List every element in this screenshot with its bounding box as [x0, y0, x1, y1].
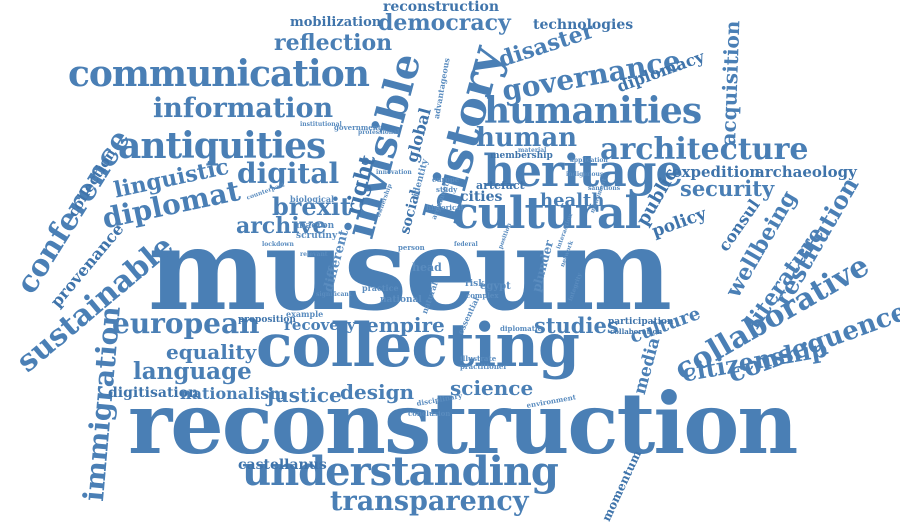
word-european: european: [112, 307, 260, 340]
word-cities: cities: [460, 189, 503, 205]
word-material: material: [518, 147, 547, 154]
word-illustrate: illustrate: [460, 354, 497, 363]
word-communication: communication: [68, 53, 370, 95]
word-architecture: architecture: [600, 132, 809, 167]
word-acquisition: acquisition: [716, 20, 745, 146]
word-application: application: [570, 157, 608, 164]
word-studies: studies: [534, 313, 619, 338]
word-participation: participation: [608, 317, 674, 327]
word-language: language: [133, 358, 252, 385]
word-relevant: relevant: [300, 251, 328, 258]
word-significant: significant: [316, 291, 352, 298]
word-mobilization: mobilization: [290, 15, 382, 30]
word-sanctions: sanctions: [588, 185, 621, 192]
word-nationalism: nationalism: [180, 384, 287, 403]
word-human: human: [476, 123, 578, 153]
word-complex: complex: [466, 291, 499, 300]
word-study: study: [436, 185, 458, 194]
word-castellanus: castellanus: [238, 457, 327, 473]
word-head: head: [412, 261, 442, 274]
word-humanities: humanities: [484, 90, 702, 132]
word-risk: risk: [465, 279, 485, 289]
word-institutional: institutional: [300, 121, 342, 128]
word-brexit: brexit: [272, 192, 352, 221]
word-recovery: recovery: [284, 316, 356, 334]
word-expedition: expedition: [672, 163, 761, 181]
word-cultural: cultural: [452, 188, 641, 239]
word-reconstruction-small: reconstruction: [383, 0, 500, 15]
word-professional: professional: [358, 129, 400, 136]
word-proposition: proposition: [238, 315, 296, 325]
word-federal: federal: [454, 241, 478, 248]
word-empire: empire: [366, 313, 445, 337]
word-design: design: [340, 380, 415, 404]
word-historical: historical: [426, 203, 464, 212]
word-collecting: collecting: [256, 311, 580, 381]
word-antiquities: antiquities: [118, 125, 326, 167]
word-innovation: innovation: [376, 169, 412, 176]
word-reflection: reflection: [274, 30, 393, 56]
word-scrutiny: scrutiny: [296, 231, 338, 241]
word-equality: equality: [166, 340, 257, 364]
word-transparency: transparency: [330, 486, 529, 517]
word-indigenous: indigenous: [566, 171, 604, 178]
word-justice: justice: [267, 383, 342, 407]
word-practitioner: practitioner: [460, 362, 508, 371]
word-example: example: [286, 309, 324, 319]
word-democracy: democracy: [378, 10, 511, 36]
word-archaeology: archaeology: [755, 163, 857, 181]
word-museum: museum: [148, 205, 672, 336]
word-reconstruction: reconstruction: [128, 374, 798, 473]
word-archive: archive: [236, 213, 327, 239]
word-conclusion: conclusion: [408, 409, 451, 418]
word-person: person: [398, 243, 425, 252]
word-science: science: [450, 376, 534, 400]
word-understanding: understanding: [242, 448, 559, 495]
word-diplomatic: diplomatic: [500, 324, 542, 333]
word-biological: biological: [290, 194, 335, 204]
word-heritage: heritage: [483, 146, 683, 197]
word-government: government: [334, 123, 382, 132]
word-lockdown: lockdown: [262, 241, 294, 248]
word-national: national: [380, 295, 422, 305]
word-digitisation: digitisation: [108, 385, 199, 401]
word-digital: digital: [237, 157, 340, 190]
word-membership: membership: [490, 151, 553, 161]
word-egypt: egypt: [480, 281, 511, 292]
word-technologies: technologies: [533, 17, 634, 33]
word-security: security: [680, 176, 775, 201]
word-europe: europe: [432, 175, 460, 184]
word-health: health: [540, 190, 605, 211]
word-macron: macron: [296, 221, 335, 231]
word-information: information: [153, 93, 334, 124]
word-collaboration: collaboration: [610, 327, 663, 336]
word-artefact: artefact: [476, 179, 525, 192]
word-practice: practice: [362, 283, 399, 293]
